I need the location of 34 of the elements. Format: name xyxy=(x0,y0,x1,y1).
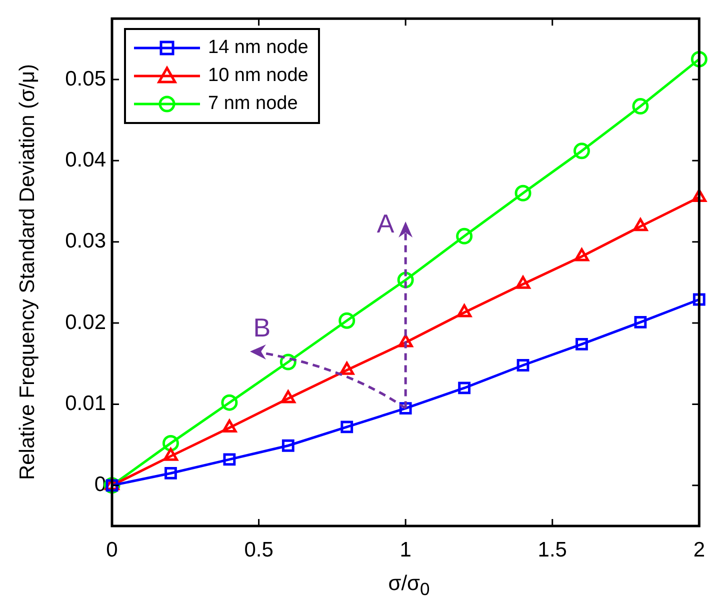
annotation: A xyxy=(376,208,395,239)
y-axis-title: Relative Frequency Standard Deviation (σ/μ) xyxy=(16,64,40,480)
point xyxy=(223,453,236,466)
point xyxy=(514,184,532,202)
point xyxy=(576,338,588,350)
point xyxy=(164,467,177,480)
point xyxy=(632,98,649,115)
point xyxy=(282,439,294,452)
point xyxy=(690,50,708,68)
point xyxy=(456,228,473,244)
point xyxy=(573,142,590,160)
point xyxy=(634,316,647,328)
x-tick-label: 1.5 xyxy=(538,538,567,562)
y-tick-label: 0.02 xyxy=(65,310,106,334)
point xyxy=(516,359,530,372)
point xyxy=(338,312,356,329)
annotation: B xyxy=(253,312,271,343)
legend-label: 10 nm node xyxy=(208,65,308,87)
x-tick-label: 1 xyxy=(400,538,412,562)
point xyxy=(458,382,470,394)
y-tick-label: 0.03 xyxy=(65,230,106,253)
y-tick-label: 0.01 xyxy=(65,392,106,416)
legend-label: 7 nm node xyxy=(208,93,298,115)
point xyxy=(692,293,706,306)
y-tick-label: 0.05 xyxy=(65,67,106,90)
x-axis-title: σ/σ$_{0}$ xyxy=(388,572,430,600)
legend-label: 14 nm node xyxy=(208,37,308,59)
x-tick-label: 2 xyxy=(693,538,706,562)
point xyxy=(162,434,179,452)
point xyxy=(222,420,237,433)
x-tick-label: 0.5 xyxy=(244,538,274,562)
y-tick-label: 0.04 xyxy=(65,148,106,172)
point xyxy=(221,394,238,411)
point xyxy=(340,420,354,434)
